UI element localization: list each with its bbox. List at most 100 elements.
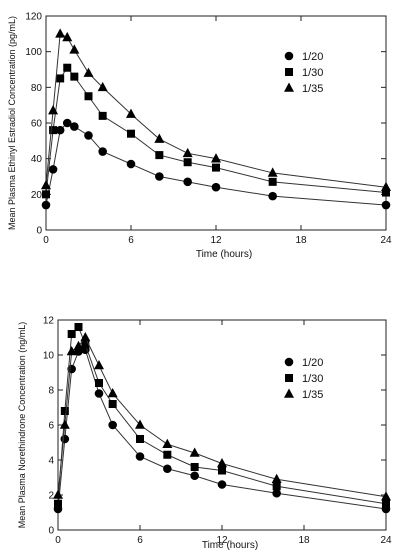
data-point-square [81, 340, 90, 349]
y-axis-title: Mean Plasma Ethinyl Estradiol Concentrat… [7, 16, 17, 230]
legend-label: 1/20 [302, 51, 323, 63]
data-point-square [155, 151, 164, 160]
legend-entry: 1/35 [284, 82, 323, 95]
series-1-30 [54, 323, 390, 508]
y-tick-label: 12 [43, 316, 55, 327]
data-point-square [382, 188, 390, 197]
legend-entry: 1/35 [284, 388, 323, 401]
data-point-triangle [69, 44, 80, 54]
legend-label: 1/35 [302, 389, 323, 401]
data-point-square [42, 190, 50, 199]
data-point-circle [135, 452, 145, 461]
legend-entry: 1/20 [284, 357, 323, 369]
data-point-triangle [55, 28, 66, 38]
y-tick-label: 0 [48, 526, 54, 537]
y-tick-label: 8 [48, 386, 54, 397]
legend-entry: 1/30 [285, 373, 323, 385]
x-tick-label: 6 [128, 235, 134, 246]
data-point-triangle [41, 179, 51, 190]
data-point-triangle [217, 458, 227, 468]
data-point-triangle [107, 388, 118, 398]
data-point-circle [48, 165, 58, 174]
data-point-square [212, 163, 220, 172]
data-point-triangle [162, 438, 173, 449]
legend-marker-circle [284, 357, 294, 367]
legend-marker-triangle [284, 388, 294, 398]
series-1-30 [42, 63, 390, 199]
data-point-triangle [271, 473, 282, 484]
x-tick-label: 24 [380, 535, 392, 546]
data-point-triangle [48, 105, 59, 115]
data-point-triangle [53, 489, 63, 499]
data-point-square [127, 129, 135, 138]
data-point-triangle [211, 153, 221, 163]
data-point-square [84, 92, 93, 101]
data-point-circle [381, 200, 391, 210]
series-1-35 [41, 28, 391, 191]
x-tick-label: 12 [210, 235, 222, 246]
data-point-triangle [135, 419, 145, 429]
data-point-square [183, 158, 192, 167]
data-point-square [63, 63, 72, 72]
data-point-circle [163, 464, 172, 474]
x-tick-label: 0 [55, 535, 61, 546]
y-tick-label: 0 [36, 226, 42, 237]
data-point-square [163, 450, 172, 459]
data-point-triangle [126, 108, 136, 118]
legend-label: 1/20 [302, 357, 323, 369]
x-tick-label: 18 [295, 235, 307, 246]
y-tick-label: 120 [25, 12, 42, 23]
data-point-triangle [73, 340, 84, 351]
data-point-circle [98, 147, 107, 156]
data-point-triangle [80, 332, 91, 342]
data-point-square [70, 72, 79, 81]
data-point-circle [41, 200, 51, 210]
data-point-triangle [154, 133, 165, 143]
x-tick-label: 24 [380, 235, 392, 246]
x-axis-title: Time (hours) [202, 540, 258, 551]
data-point-triangle [182, 147, 193, 158]
y-tick-label: 60 [31, 119, 43, 130]
data-point-triangle [94, 360, 104, 370]
data-point-square [60, 407, 69, 415]
data-point-square [49, 126, 58, 135]
y-tick-label: 100 [25, 47, 42, 58]
legend-marker-triangle [284, 82, 294, 92]
plot-frame [57, 319, 387, 531]
y-axis-title: Mean Plasma Norethindrone Concentration … [17, 322, 27, 529]
x-axis-title: Time (hours) [196, 249, 252, 260]
legend-marker-square [285, 68, 293, 76]
x-tick-label: 12 [216, 535, 228, 546]
y-tick-label: 2 [48, 491, 54, 502]
data-point-circle [268, 191, 277, 201]
plot-frame [45, 15, 387, 231]
data-point-circle [108, 420, 117, 430]
legend-label: 1/30 [302, 67, 323, 79]
data-point-square [272, 482, 281, 491]
series-line [57, 326, 387, 505]
data-point-circle [272, 488, 281, 498]
data-point-circle [94, 389, 104, 398]
legend-entry: 1/20 [284, 51, 323, 63]
data-point-triangle [59, 419, 70, 429]
data-point-circle [217, 480, 227, 489]
data-point-triangle [189, 447, 200, 457]
series-1-20 [53, 345, 391, 514]
data-point-square [95, 379, 103, 387]
data-point-circle [55, 125, 65, 135]
data-point-square [218, 466, 226, 475]
data-point-triangle [66, 346, 77, 356]
legend-marker-square [285, 374, 293, 382]
series-line [45, 66, 387, 195]
legend-entry: 1/30 [285, 67, 323, 79]
data-point-triangle [97, 81, 108, 92]
x-tick-label: 18 [298, 535, 310, 546]
ethinyl-estradiol-chart: 0 20 40 60 80 100 120 0 6 12 18 24 Time (hours) Mean … [7, 12, 392, 261]
data-point-circle [84, 131, 93, 140]
legend-label: 1/35 [302, 83, 323, 95]
y-tick-label: 20 [31, 190, 43, 201]
data-point-triangle [62, 31, 73, 42]
data-point-triangle [381, 491, 391, 501]
